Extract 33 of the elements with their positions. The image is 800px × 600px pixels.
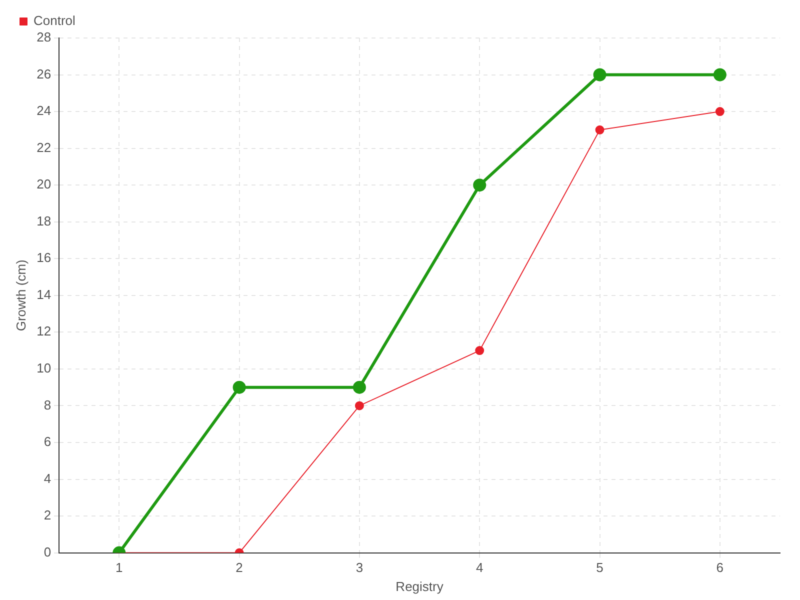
y-tick-label: 6 (44, 434, 52, 450)
point (593, 68, 606, 82)
point (354, 401, 364, 410)
y-axis-title: Growth (cm) (13, 260, 28, 332)
y-tick-label: 20 (36, 176, 52, 192)
y-tick-label: 12 (36, 324, 52, 339)
y-tick-label: 0 (44, 544, 52, 560)
legend-label: Control (34, 13, 76, 28)
point (475, 346, 484, 356)
x-axis-title: Registry (396, 578, 444, 594)
y-tick-label: 24 (36, 103, 52, 118)
point (715, 107, 724, 116)
y-tick-label: 22 (36, 140, 52, 155)
y-tick-label: 10 (36, 360, 52, 376)
x-tick-label: 6 (716, 560, 724, 576)
y-tick-label: 28 (36, 30, 52, 45)
x-tick-label: 5 (596, 560, 604, 576)
point (713, 68, 726, 82)
point (595, 125, 604, 134)
y-tick-label: 16 (36, 250, 52, 266)
y-tick-label: 26 (36, 66, 52, 82)
y-tick-label: 4 (44, 470, 52, 486)
y-tick-label: 2 (44, 508, 52, 523)
point (232, 380, 246, 394)
x-tick-label: 3 (356, 560, 364, 576)
point (352, 380, 366, 394)
x-tick-label: 1 (116, 560, 123, 576)
y-tick-label: 8 (44, 397, 52, 412)
x-tick-label: 2 (236, 560, 243, 576)
y-tick-label: 14 (36, 286, 52, 302)
y-tick-label: 18 (36, 213, 52, 228)
x-tick-label: 4 (476, 560, 484, 576)
point (473, 178, 486, 192)
